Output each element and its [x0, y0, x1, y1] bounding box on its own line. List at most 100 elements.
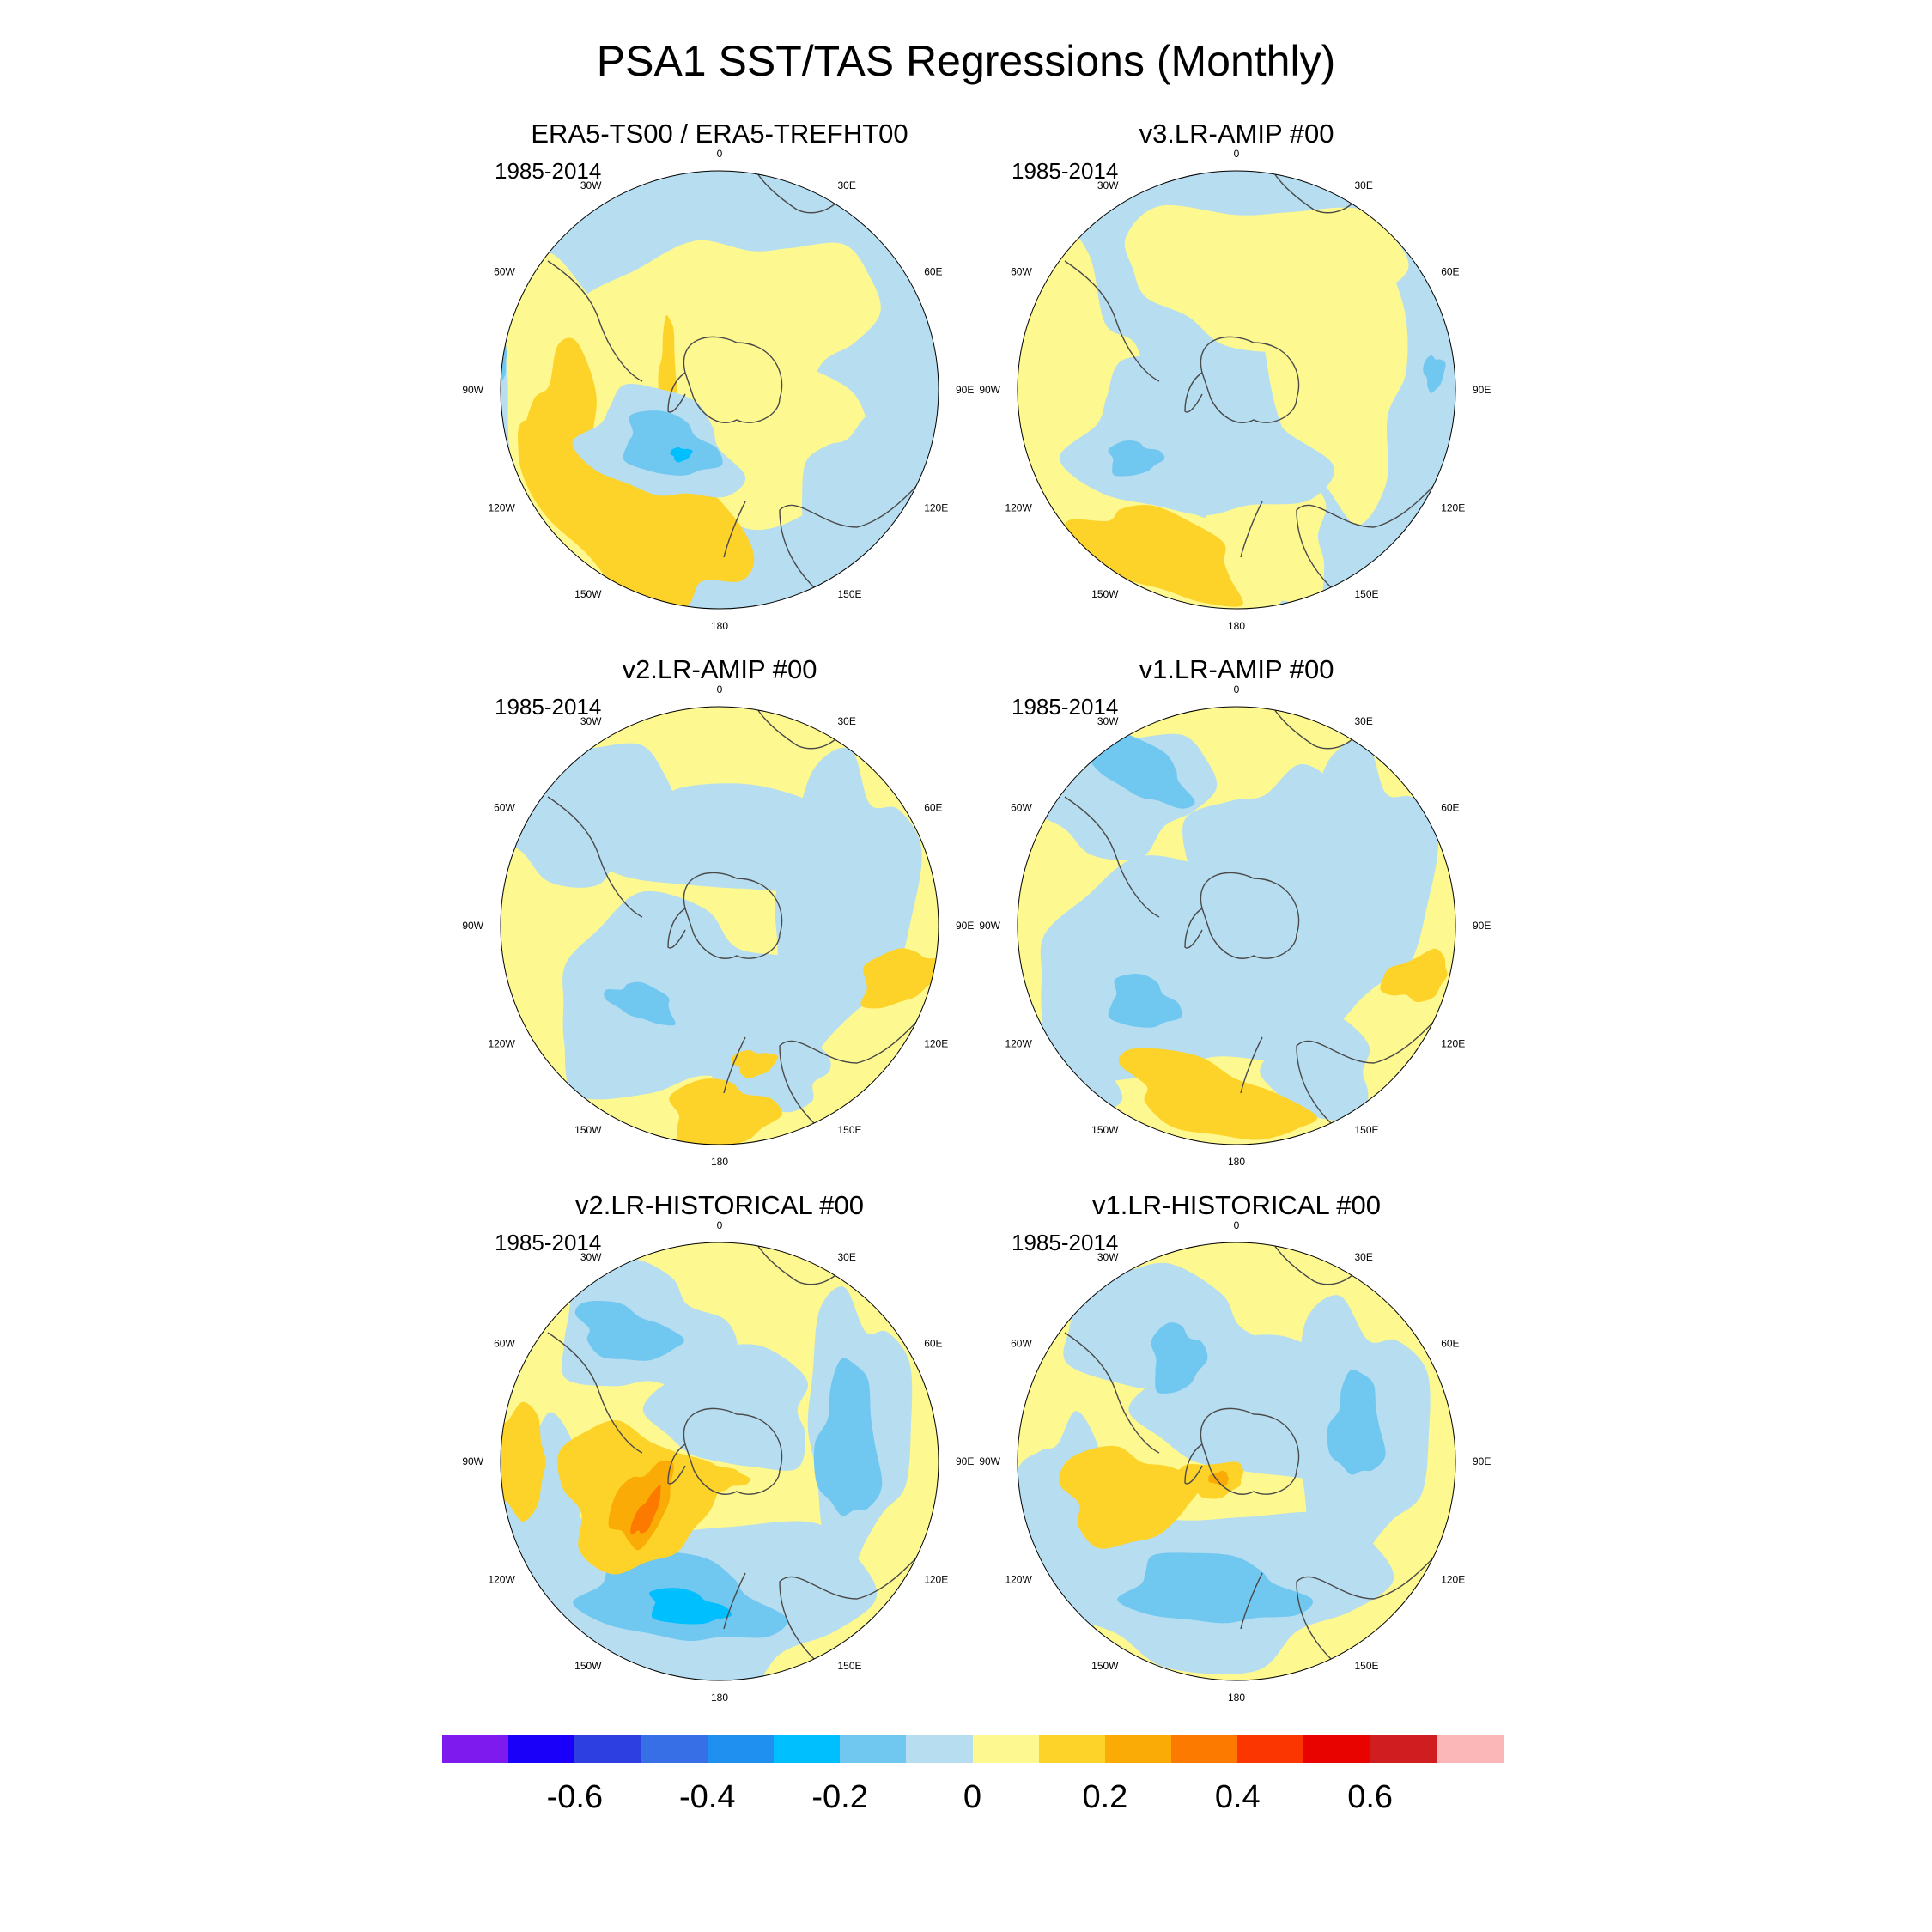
contour-region [802, 413, 906, 574]
period-label: 1985-2014 [1012, 158, 1119, 184]
longitude-label: 60E [924, 266, 942, 278]
longitude-label: 90E [1473, 1455, 1491, 1467]
longitude-label: 30E [838, 715, 856, 727]
colorbar-tick-label: 0 [963, 1779, 982, 1815]
contour-field [1018, 1242, 1455, 1680]
coastlines [547, 707, 939, 1124]
longitude-label: 0 [1234, 148, 1240, 160]
colorbar-swatch [1038, 1735, 1106, 1763]
period-label: 1985-2014 [495, 694, 602, 720]
period-label: 1985-2014 [1012, 1230, 1119, 1255]
map-boundary [500, 706, 939, 1145]
map-boundary [500, 170, 939, 610]
longitude-label: 90E [1473, 384, 1491, 396]
contour-field [1018, 707, 1455, 1145]
longitude-label: 180 [1228, 1692, 1245, 1704]
longitude-label: 120E [1441, 502, 1465, 514]
contour-region [1182, 763, 1365, 997]
map-panel-v3-amip: v3.LR-AMIP #00 1985-2014 0 30E 60E 90E 120E 1… [970, 118, 1503, 634]
longitude-label: 120E [924, 1574, 948, 1586]
period-label: 1985-2014 [1012, 694, 1119, 720]
contour-region [1172, 1461, 1244, 1499]
contour-region [544, 783, 838, 892]
longitude-label: 60W [1011, 802, 1032, 814]
contour-region [608, 1460, 674, 1551]
longitude-label: 150E [1355, 1124, 1379, 1136]
contour-region [630, 1485, 661, 1534]
panel-title: v1.LR-HISTORICAL #00 [1092, 1190, 1381, 1220]
panel-title: v3.LR-AMIP #00 [1139, 118, 1334, 149]
longitude-label: 30E [838, 179, 856, 191]
coastline [1184, 908, 1203, 949]
contour-field [501, 707, 939, 1145]
coastline [1184, 1443, 1203, 1485]
colorbar-swatches [442, 1735, 1504, 1763]
longitude-label: 120W [488, 1574, 515, 1586]
contour-region [731, 1049, 779, 1078]
longitude-label: 150W [1091, 1660, 1119, 1672]
colorbar-swatch [1303, 1735, 1371, 1763]
coastline [683, 336, 783, 423]
coastline [1296, 458, 1455, 588]
contour-region [574, 1300, 685, 1361]
coastline [667, 372, 686, 413]
longitude-label: 90E [956, 384, 974, 396]
colorbar-tick-label: 0.6 [1347, 1779, 1394, 1815]
longitude-label: 60W [1011, 1338, 1032, 1350]
longitude-label: 120W [1005, 502, 1032, 514]
longitude-label: 0 [1234, 1219, 1240, 1231]
contour-region [694, 1465, 750, 1493]
contour-region [669, 1078, 782, 1145]
polar-map: 0 30E 60E 90E 120E 150E 180 150W 120W 90W 60W 30W [462, 1219, 974, 1704]
longitude-label: 60E [1441, 1338, 1459, 1350]
coastline [1296, 993, 1455, 1124]
coastline [683, 1407, 783, 1495]
longitude-label: 0 [717, 148, 723, 160]
contour-region [623, 410, 723, 476]
longitude-label: 30W [580, 715, 602, 727]
contour-region [1380, 948, 1448, 1003]
contour-region [1423, 355, 1446, 393]
coastline [1296, 1529, 1455, 1660]
contour-region [1151, 1322, 1208, 1394]
longitude-label: 90W [462, 384, 483, 396]
longitude-label: 120W [488, 1038, 515, 1050]
colorbar-swatch [972, 1735, 1040, 1763]
longitude-label: 90W [462, 920, 483, 932]
contour-field [1018, 171, 1455, 609]
map-panel-v2-historical: v2.LR-HISTORICAL #00 1985-2014 0 30E 60E 90… [453, 1190, 986, 1705]
polar-map: 0 30E 60E 90E 120E 150E 180 150W 120W 90W 60W 30W [979, 148, 1491, 632]
colorbar-swatch [773, 1735, 841, 1763]
colorbar-tick-label: -0.2 [811, 1779, 868, 1815]
coastline [1064, 1332, 1160, 1454]
contour-region [1128, 1334, 1349, 1479]
map-panel-v2-amip: v2.LR-AMIP #00 1985-2014 0 30E 60E 90E 120E 1… [453, 654, 986, 1170]
coastline [1064, 796, 1160, 918]
colorbar-swatch [1104, 1735, 1172, 1763]
longitude-label: 60W [494, 802, 515, 814]
longitude-label: 90W [979, 384, 1000, 396]
colorbar-tick-label: 0.2 [1082, 1779, 1128, 1815]
map-panel-v1-amip: v1.LR-AMIP #00 1985-2014 0 30E 60E 90E 120E 1… [970, 654, 1503, 1170]
longitude-label: 150W [574, 588, 602, 600]
coastline [723, 1036, 746, 1094]
contour-region [501, 1401, 546, 1522]
colorbar: -0.6 -0.4 -0.2 0 0.2 0.4 0.6 [442, 1735, 1504, 1855]
coastline [547, 796, 643, 918]
polar-map: 0 30E 60E 90E 120E 150E 180 150W 120W 90W 60W 30W [979, 683, 1491, 1168]
longitude-label: 90W [979, 920, 1000, 932]
longitude-label: 0 [1234, 683, 1240, 696]
longitude-label: 30E [838, 1251, 856, 1263]
longitude-label: 120E [1441, 1574, 1465, 1586]
contour-region [649, 1588, 732, 1625]
longitude-label: 60E [1441, 266, 1459, 278]
contour-region [1260, 1015, 1370, 1124]
map-boundary [1017, 170, 1456, 610]
figure-title: PSA1 SST/TAS Regressions (Monthly) [596, 37, 1336, 85]
coastline [683, 872, 783, 959]
longitude-label: 60W [1011, 266, 1032, 278]
longitude-label: 180 [711, 620, 728, 632]
longitude-label: 120E [1441, 1038, 1465, 1050]
longitude-label: 30E [1355, 179, 1373, 191]
contour-field [501, 171, 939, 609]
